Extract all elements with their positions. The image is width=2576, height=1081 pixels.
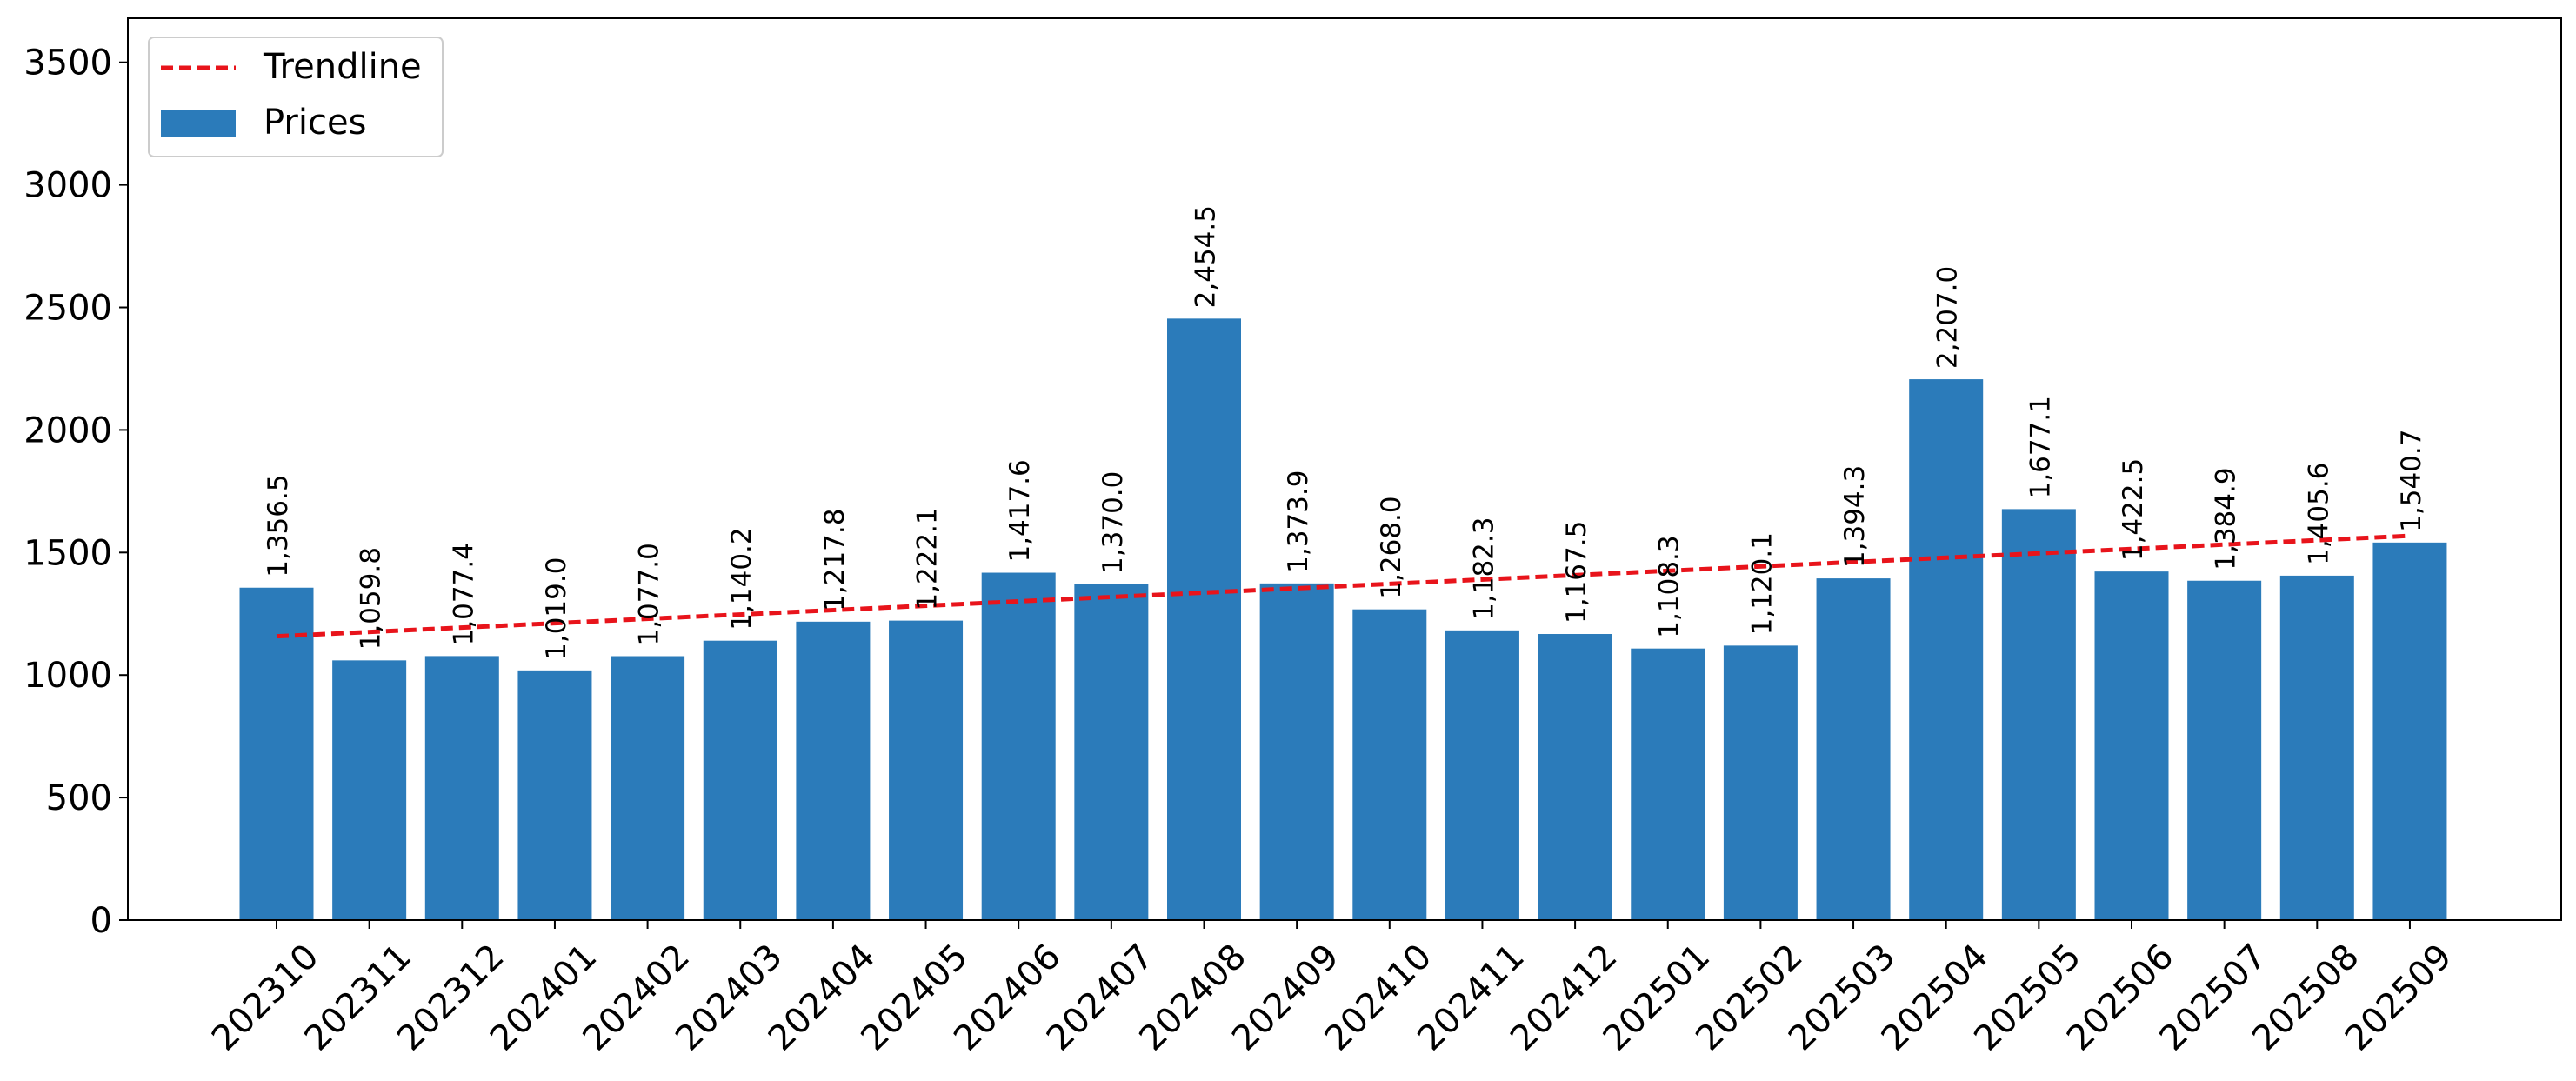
bar-202503: [1816, 578, 1891, 920]
legend-prices-label: Prices: [264, 103, 366, 143]
y-tick-label: 1500: [23, 533, 112, 573]
bar-value-label: 1,677.1: [2025, 396, 2056, 498]
plot-frame: [127, 17, 2562, 921]
legend-trendline-label: Trendline: [263, 47, 422, 87]
y-tick-label: 500: [46, 778, 112, 818]
bars-layer: [239, 318, 2447, 921]
bar-value-label: 1,120.1: [1746, 532, 1778, 635]
bar-value-label: 1,059.8: [356, 547, 387, 650]
y-tick-label: 2500: [23, 289, 112, 329]
bar-value-label: 2,454.5: [1191, 205, 1222, 308]
bar-value-label: 1,222.1: [912, 507, 944, 610]
bar-202504: [1909, 379, 1984, 920]
y-tick-label: 1000: [23, 656, 112, 696]
bar-202404: [796, 621, 871, 920]
bar-202502: [1723, 645, 1798, 920]
legend-prices-swatch: [161, 110, 236, 137]
bar-value-label: 1,384.9: [2211, 467, 2242, 570]
bar-202402: [611, 656, 685, 920]
bar-202509: [2372, 542, 2447, 920]
bar-value-label: 1,182.3: [1468, 517, 1499, 620]
y-tick-label: 3500: [23, 43, 112, 83]
bar-value-label: 1,370.0: [1098, 471, 1129, 574]
bar-202408: [1167, 318, 1241, 921]
bar-value-label: 1,268.0: [1376, 496, 1407, 598]
bar-202508: [2279, 575, 2354, 920]
bar-202505: [2001, 509, 2076, 920]
bar-value-label: 1,405.6: [2303, 463, 2334, 565]
bar-202409: [1259, 583, 1334, 920]
bar-value-label: 1,140.2: [726, 527, 757, 630]
bar-202312: [424, 656, 499, 920]
bar-labels-layer: 1,356.5 1,059.8 1,077.4 1,019.0 1,077.0 1,140…: [263, 205, 2427, 660]
bar-202405: [889, 620, 964, 920]
bar-202507: [2187, 580, 2262, 920]
x-axis: 2023102023112023122024012024022024032024…: [204, 920, 2459, 1058]
bar-202406: [981, 572, 1056, 920]
bar-value-label: 1,108.3: [1654, 535, 1685, 637]
bar-value-label: 1,422.5: [2118, 458, 2149, 561]
legend: Trendline Prices: [148, 37, 444, 157]
bar-202506: [2094, 571, 2169, 920]
bar-value-label: 1,394.3: [1839, 465, 1871, 568]
bar-value-label: 1,356.5: [263, 474, 294, 577]
y-axis: 0 500 1000 1500 2000 2500 3000 3500: [23, 43, 128, 941]
bar-202412: [1538, 634, 1612, 920]
y-tick-label: 3000: [23, 166, 112, 206]
bar-202401: [517, 670, 592, 920]
bar-value-label: 1,417.6: [1004, 459, 1036, 562]
bar-value-label: 1,077.0: [634, 543, 665, 645]
bar-value-label: 1,019.0: [541, 557, 572, 660]
trendline-layer: [276, 533, 2411, 639]
bar-202411: [1445, 630, 1519, 920]
bar-202310: [239, 587, 314, 920]
bar-value-label: 2,207.0: [1932, 266, 1964, 369]
bar-202410: [1352, 609, 1427, 920]
bar-202311: [332, 660, 407, 920]
trendline: [276, 533, 2411, 639]
bar-202403: [703, 640, 777, 920]
y-tick-label: 0: [90, 901, 112, 941]
bar-value-label: 1,167.5: [1561, 521, 1592, 624]
bar-202501: [1631, 648, 1705, 920]
bar-value-label: 1,217.8: [819, 509, 851, 611]
bar-value-label: 1,077.4: [448, 543, 479, 645]
y-tick-label: 2000: [23, 410, 112, 450]
bar-value-label: 1,540.7: [2396, 430, 2427, 532]
bar-202407: [1074, 584, 1149, 920]
bar-value-label: 1,373.9: [1283, 470, 1314, 573]
